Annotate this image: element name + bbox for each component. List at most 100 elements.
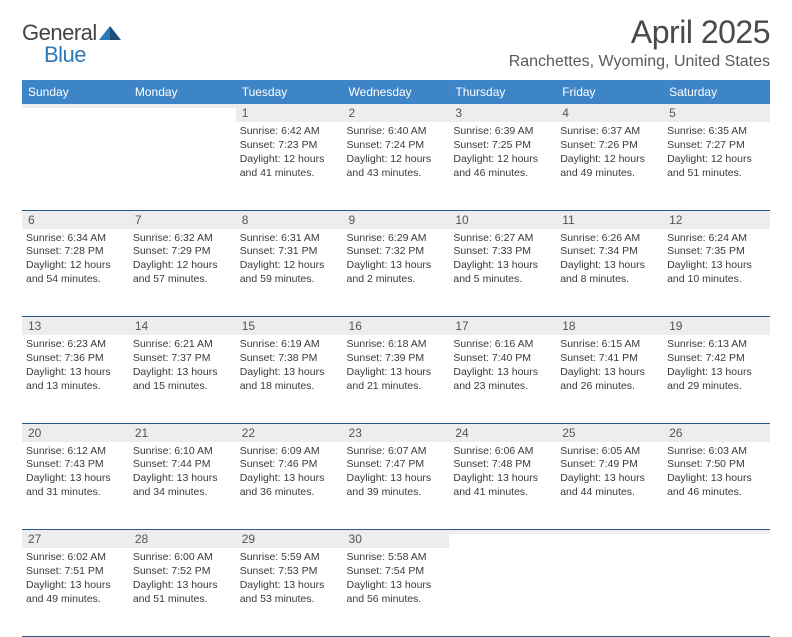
day-number: 30 — [343, 530, 450, 548]
daynum-cell: 11 — [556, 210, 663, 229]
sunrise-line: Sunrise: 6:05 AM — [560, 445, 659, 459]
logo-text: General Blue — [22, 20, 121, 72]
sunrise-line: Sunrise: 6:42 AM — [240, 125, 339, 139]
daylight-line: Daylight: 13 hours and 34 minutes. — [133, 472, 232, 500]
day-header: Friday — [556, 80, 663, 104]
daylight-line: Daylight: 13 hours and 10 minutes. — [667, 259, 766, 287]
daynum-cell: 6 — [22, 210, 129, 229]
day-number — [129, 104, 236, 108]
day-header: Monday — [129, 80, 236, 104]
daylight-line: Daylight: 13 hours and 13 minutes. — [26, 366, 125, 394]
day-cell: Sunrise: 6:39 AMSunset: 7:25 PMDaylight:… — [449, 122, 556, 210]
sunset-line: Sunset: 7:36 PM — [26, 352, 125, 366]
daynum-cell: 29 — [236, 530, 343, 549]
day-cell-body: Sunrise: 6:39 AMSunset: 7:25 PMDaylight:… — [449, 122, 556, 184]
title-block: April 2025 Ranchettes, Wyoming, United S… — [509, 14, 770, 71]
sunset-line: Sunset: 7:42 PM — [667, 352, 766, 366]
daylight-line: Daylight: 13 hours and 31 minutes. — [26, 472, 125, 500]
day-cell: Sunrise: 6:40 AMSunset: 7:24 PMDaylight:… — [343, 122, 450, 210]
day-number — [449, 530, 556, 534]
sunrise-line: Sunrise: 6:18 AM — [347, 338, 446, 352]
sunset-line: Sunset: 7:38 PM — [240, 352, 339, 366]
daynum-cell: 23 — [343, 423, 450, 442]
daynum-cell: 20 — [22, 423, 129, 442]
day-cell: Sunrise: 6:27 AMSunset: 7:33 PMDaylight:… — [449, 229, 556, 317]
daynum-row: 12345 — [22, 104, 770, 122]
day-number: 1 — [236, 104, 343, 122]
daynum-cell — [663, 530, 770, 549]
sunset-line: Sunset: 7:37 PM — [133, 352, 232, 366]
day-cell: Sunrise: 6:42 AMSunset: 7:23 PMDaylight:… — [236, 122, 343, 210]
day-cell-body: Sunrise: 6:40 AMSunset: 7:24 PMDaylight:… — [343, 122, 450, 184]
sunrise-line: Sunrise: 6:10 AM — [133, 445, 232, 459]
sunrise-line: Sunrise: 6:00 AM — [133, 551, 232, 565]
location-subtitle: Ranchettes, Wyoming, United States — [509, 53, 770, 71]
daylight-line: Daylight: 13 hours and 56 minutes. — [347, 579, 446, 607]
day-number: 8 — [236, 211, 343, 229]
daynum-cell: 16 — [343, 317, 450, 336]
daynum-cell: 27 — [22, 530, 129, 549]
daylight-line: Daylight: 13 hours and 2 minutes. — [347, 259, 446, 287]
day-cell: Sunrise: 6:05 AMSunset: 7:49 PMDaylight:… — [556, 442, 663, 530]
calendar-page: General Blue April 2025 Ranchettes, Wyom… — [0, 0, 792, 612]
sunrise-line: Sunrise: 6:16 AM — [453, 338, 552, 352]
day-cell-body: Sunrise: 5:58 AMSunset: 7:54 PMDaylight:… — [343, 548, 450, 610]
daynum-cell — [556, 530, 663, 549]
daynum-cell: 7 — [129, 210, 236, 229]
day-cell: Sunrise: 5:58 AMSunset: 7:54 PMDaylight:… — [343, 548, 450, 636]
day-cell-body: Sunrise: 6:27 AMSunset: 7:33 PMDaylight:… — [449, 229, 556, 291]
sunrise-line: Sunrise: 6:09 AM — [240, 445, 339, 459]
sunset-line: Sunset: 7:33 PM — [453, 245, 552, 259]
daynum-cell: 14 — [129, 317, 236, 336]
daynum-cell: 13 — [22, 317, 129, 336]
day-cell-body: Sunrise: 6:21 AMSunset: 7:37 PMDaylight:… — [129, 335, 236, 397]
daylight-line: Daylight: 12 hours and 59 minutes. — [240, 259, 339, 287]
sunset-line: Sunset: 7:24 PM — [347, 139, 446, 153]
daynum-cell: 22 — [236, 423, 343, 442]
day-cell-body: Sunrise: 6:06 AMSunset: 7:48 PMDaylight:… — [449, 442, 556, 504]
day-header: Tuesday — [236, 80, 343, 104]
day-cell-body: Sunrise: 6:07 AMSunset: 7:47 PMDaylight:… — [343, 442, 450, 504]
sunrise-line: Sunrise: 6:40 AM — [347, 125, 446, 139]
sunrise-line: Sunrise: 6:23 AM — [26, 338, 125, 352]
sunrise-line: Sunrise: 6:21 AM — [133, 338, 232, 352]
day-number: 5 — [663, 104, 770, 122]
day-number — [663, 530, 770, 534]
day-cell — [22, 122, 129, 210]
daylight-line: Daylight: 13 hours and 41 minutes. — [453, 472, 552, 500]
daynum-cell: 15 — [236, 317, 343, 336]
day-number: 19 — [663, 317, 770, 335]
daynum-cell: 30 — [343, 530, 450, 549]
day-cell: Sunrise: 6:10 AMSunset: 7:44 PMDaylight:… — [129, 442, 236, 530]
day-number: 9 — [343, 211, 450, 229]
day-cell-body: Sunrise: 6:03 AMSunset: 7:50 PMDaylight:… — [663, 442, 770, 504]
daylight-line: Daylight: 13 hours and 8 minutes. — [560, 259, 659, 287]
day-cell-body: Sunrise: 6:35 AMSunset: 7:27 PMDaylight:… — [663, 122, 770, 184]
day-cell: Sunrise: 6:32 AMSunset: 7:29 PMDaylight:… — [129, 229, 236, 317]
sunset-line: Sunset: 7:54 PM — [347, 565, 446, 579]
day-number — [22, 104, 129, 108]
sunrise-line: Sunrise: 6:39 AM — [453, 125, 552, 139]
daynum-cell: 8 — [236, 210, 343, 229]
daylight-line: Daylight: 13 hours and 18 minutes. — [240, 366, 339, 394]
sunset-line: Sunset: 7:27 PM — [667, 139, 766, 153]
day-header: Saturday — [663, 80, 770, 104]
day-cell: Sunrise: 6:31 AMSunset: 7:31 PMDaylight:… — [236, 229, 343, 317]
day-number: 12 — [663, 211, 770, 229]
day-cell-body: Sunrise: 6:24 AMSunset: 7:35 PMDaylight:… — [663, 229, 770, 291]
daylight-line: Daylight: 13 hours and 15 minutes. — [133, 366, 232, 394]
day-number: 26 — [663, 424, 770, 442]
daynum-cell: 17 — [449, 317, 556, 336]
sunset-line: Sunset: 7:49 PM — [560, 458, 659, 472]
day-number: 29 — [236, 530, 343, 548]
day-number: 7 — [129, 211, 236, 229]
day-cell-body: Sunrise: 6:15 AMSunset: 7:41 PMDaylight:… — [556, 335, 663, 397]
sunset-line: Sunset: 7:52 PM — [133, 565, 232, 579]
day-cell-body: Sunrise: 6:42 AMSunset: 7:23 PMDaylight:… — [236, 122, 343, 184]
sunrise-line: Sunrise: 6:26 AM — [560, 232, 659, 246]
day-number: 20 — [22, 424, 129, 442]
day-cell-body: Sunrise: 6:19 AMSunset: 7:38 PMDaylight:… — [236, 335, 343, 397]
day-number — [556, 530, 663, 534]
day-number: 10 — [449, 211, 556, 229]
day-number: 16 — [343, 317, 450, 335]
